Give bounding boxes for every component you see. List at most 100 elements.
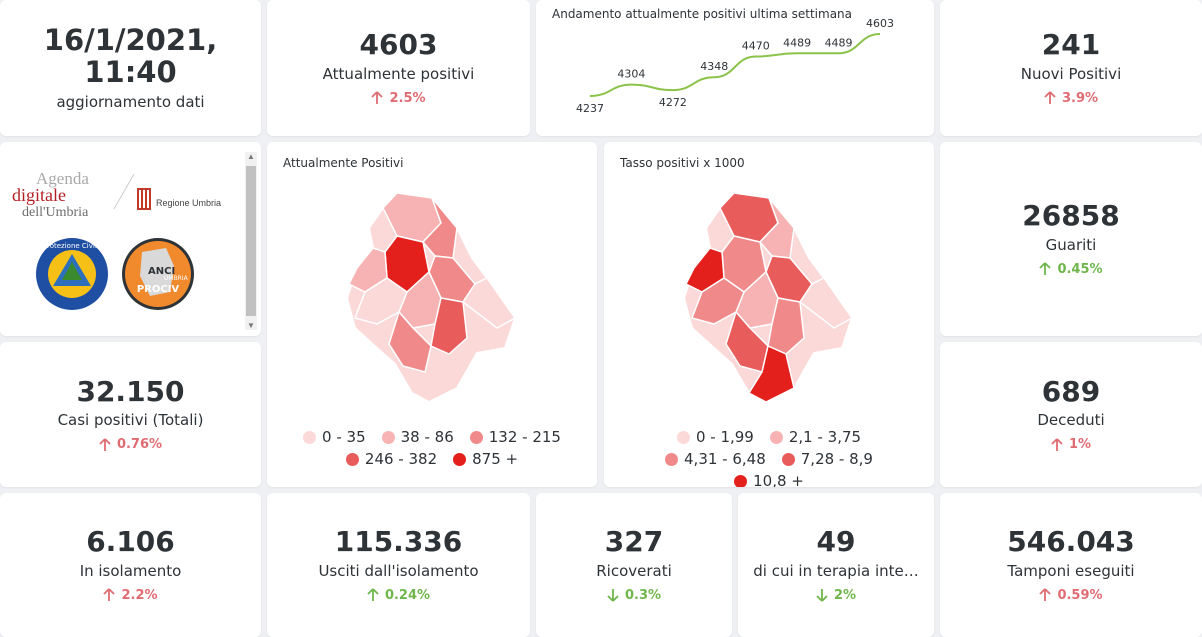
data-label: 4237 [576,102,604,115]
kpi-delta-value: 2% [833,587,857,603]
kpi-usciti[interactable]: 115.336 Usciti dall'isolamento 0.24% [267,493,530,637]
legend-swatch [676,430,690,444]
legend-item[interactable]: 10,8 + [734,472,804,487]
map-title: Attualmente Positivi [283,156,404,170]
kpi-label: Guariti [1045,235,1097,254]
kpi-value: 241 [1041,28,1101,62]
kpi-label: In isolamento [79,561,182,580]
legend-item[interactable]: 0 - 1,99 [676,428,754,446]
series-line [589,33,881,97]
legend-item[interactable]: 38 - 86 [381,428,454,446]
arrow-up-icon [99,438,111,451]
kpi-ricoverati[interactable]: 327 Ricoverati 0.3% [536,493,732,637]
kpi-delta-value: 2.5% [389,90,426,106]
kpi-label: Nuovi Positivi [1020,64,1122,83]
kpi-value: 327 [604,525,664,559]
data-label: 4489 [825,36,853,49]
kpi-label: Attualmente positivi [322,64,475,83]
update-label: aggiornamento dati [56,92,205,111]
kpi-casi-totali[interactable]: 32.150 Casi positivi (Totali) 0.76% [0,342,261,487]
legend-item[interactable]: 132 - 215 [469,428,561,446]
scroll-down-icon[interactable]: ▼ [247,321,255,330]
anci-prociv-logo: ANCI UMBRIA PROCIV [122,238,194,310]
kpi-label: di cui in terapia inte… [753,561,919,580]
legend-label: 7,28 - 8,9 [800,450,873,468]
umbria-map-tasso[interactable] [674,188,874,408]
map-legend-tasso: 0 - 1,99 2,1 - 3,75 4,31 - 6,48 7,28 - 8,9 1… [604,428,934,487]
kpi-nuovi-positivi[interactable]: 241 Nuovi Positivi 3.9% [940,0,1202,136]
kpi-delta: 2.2% [103,587,158,603]
legend-item[interactable]: 4,31 - 6,48 [665,450,766,468]
kpi-attualmente-positivi[interactable]: 4603 Attualmente positivi 2.5% [267,0,530,136]
data-label: 4603 [866,17,894,30]
data-label: 4304 [617,68,645,81]
anci-umbria-text: UMBRIA [164,275,189,282]
legend-label: 0 - 1,99 [695,428,754,446]
legend-label: 4,31 - 6,48 [684,450,766,468]
kpi-deceduti[interactable]: 689 Deceduti 1% [940,342,1202,487]
kpi-delta: 1% [1051,437,1091,452]
arrow-up-icon [1044,91,1056,105]
data-label: 4348 [700,60,728,73]
protezione-civile-logo: Protezione Civile [36,238,108,310]
kpi-delta: 0.3% [607,588,661,603]
regione-umbria-logo: Regione Umbria [137,188,221,210]
logo-agenda-word: Agenda [36,169,89,188]
kpi-delta-value: 2.2% [121,587,158,603]
kpi-tamponi[interactable]: 546.043 Tamponi eseguiti 0.59% [940,493,1202,637]
trend-line-chart: 4237 4304 4272 4348 4470 4489 4489 4603 [576,17,894,115]
data-label: 4272 [659,96,687,109]
legend-swatch [769,430,783,444]
map-title: Tasso positivi x 1000 [620,156,745,170]
kpi-delta: 0.45% [1039,261,1103,277]
legend-swatch [453,452,467,466]
legend-label: 246 - 382 [364,450,438,468]
regione-umbria-text: Regione Umbria [156,198,221,208]
prociv-text: PROCIV [137,284,180,295]
kpi-delta-value: 1% [1068,437,1092,453]
anci-text: ANCI [148,266,175,277]
kpi-delta: 0.76% [99,437,162,452]
kpi-delta: 2% [816,588,856,603]
legend-item[interactable]: 7,28 - 8,9 [781,450,873,468]
scroll-up-icon[interactable]: ▲ [247,152,255,161]
arrow-up-icon [1039,588,1052,602]
arrow-up-icon [103,588,116,602]
kpi-label: Casi positivi (Totali) [57,411,204,430]
legend-item[interactable]: 246 - 382 [345,450,438,468]
legend-label: 10,8 + [753,472,804,487]
data-label: 4470 [742,40,770,53]
legend-item[interactable]: 875 + [453,450,518,468]
arrow-up-icon [1051,438,1063,451]
kpi-delta-value: 0.24% [384,587,431,603]
logo-digitale-word: digitale [12,185,66,205]
kpi-delta: 3.9% [1044,91,1098,106]
scroll-thumb[interactable] [246,166,256,316]
logos-scrollbar[interactable]: ▲ ▼ [245,152,257,330]
kpi-value: 546.043 [1007,525,1135,559]
arrow-down-icon [607,589,619,603]
umbria-map-positivi[interactable] [337,188,537,408]
map-card-tasso: Tasso positivi x 1000 0 - 1,99 2,1 - 3,75… [604,142,934,487]
kpi-isolamento[interactable]: 6.106 In isolamento 2.2% [0,493,261,637]
arrow-up-icon [371,91,384,105]
kpi-delta-value: 0.59% [1057,587,1103,603]
kpi-delta-value: 0.45% [1057,261,1103,277]
kpi-value: 26858 [1022,199,1120,233]
legend-item[interactable]: 0 - 35 [303,428,366,446]
kpi-delta-value: 3.9% [1061,90,1099,106]
trend-chart-card: Andamento attualmente positivi ultima se… [536,0,934,136]
chart-title: Andamento attualmente positivi ultima se… [552,7,853,21]
kpi-delta: 0.24% [367,588,430,603]
legend-swatch [665,452,679,466]
logos-card: Agenda digitale dell'Umbria Regione Umbr… [0,142,261,336]
kpi-guariti[interactable]: 26858 Guariti 0.45% [940,142,1202,336]
kpi-terapia-intensiva[interactable]: 49 di cui in terapia inte… 2% [738,493,934,637]
legend-item[interactable]: 2,1 - 3,75 [769,428,861,446]
kpi-delta-value: 0.3% [624,587,662,603]
kpi-value: 32.150 [76,374,185,408]
arrow-up-icon [367,588,379,602]
kpi-label: Deceduti [1037,411,1105,430]
kpi-delta: 2.5% [371,90,426,106]
update-card: 16/1/2021, 11:40 aggiornamento dati [0,0,261,136]
